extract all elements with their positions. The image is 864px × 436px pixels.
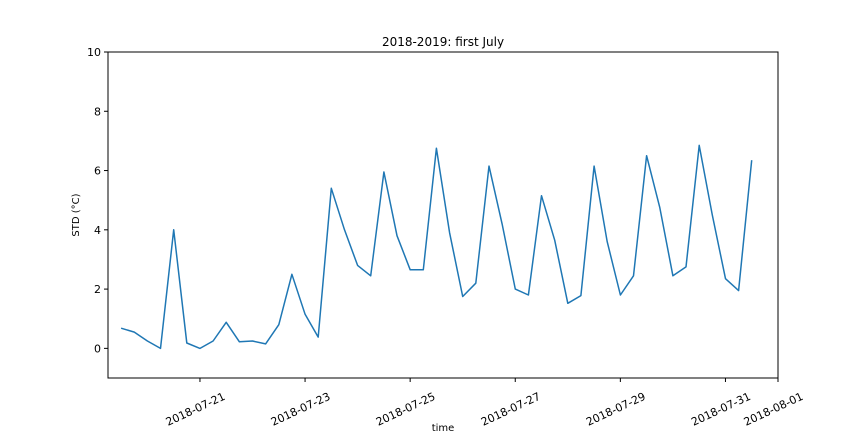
x-tick-label: 2018-07-29 xyxy=(584,390,647,429)
x-tick-label: 2018-07-23 xyxy=(269,390,332,429)
y-tick-label: 0 xyxy=(94,342,101,355)
x-tick-label: 2018-07-25 xyxy=(374,390,437,429)
y-tick-label: 8 xyxy=(94,105,101,118)
y-tick-label: 2 xyxy=(94,283,101,296)
y-tick-label: 4 xyxy=(94,224,101,237)
y-tick-label: 6 xyxy=(94,165,101,178)
plot-frame xyxy=(107,51,779,379)
y-axis-label: STD (°C) xyxy=(71,193,82,236)
x-tick-label: 2018-07-27 xyxy=(479,390,542,429)
y-tick-label: 10 xyxy=(87,46,101,59)
chart-title: 2018-2019: first July xyxy=(382,35,504,49)
x-tick-label: 2018-08-01 xyxy=(742,390,805,429)
x-tick-label: 2018-07-31 xyxy=(689,390,752,429)
x-axis: 2018-07-21 2018-07-23 2018-07-25 2018-07-27… xyxy=(164,378,805,429)
series-line xyxy=(120,144,753,350)
y-axis: 0 2 4 6 8 10 xyxy=(87,46,108,355)
x-axis-label: time xyxy=(432,423,455,432)
x-tick-label: 2018-07-21 xyxy=(164,390,227,429)
